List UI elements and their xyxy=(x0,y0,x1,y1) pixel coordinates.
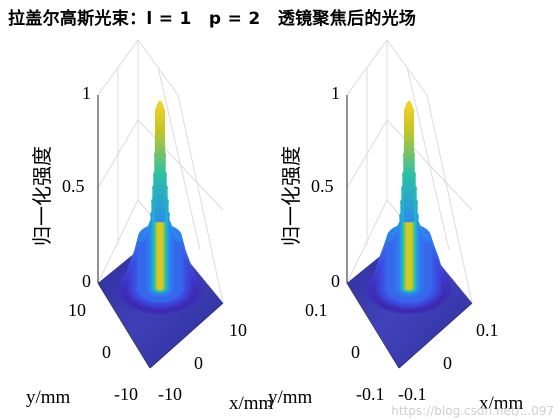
z-label-1: 归一化强度 xyxy=(30,146,54,246)
y-label-2: y/mm xyxy=(268,387,313,408)
z-tick-1-mid: 0.5 xyxy=(62,176,85,196)
surface-central-peak xyxy=(403,103,415,223)
y-tick-2-a: 0.1 xyxy=(305,300,328,320)
watermark-text: https://blog.csdn.net/...097 xyxy=(391,404,554,418)
x-label-2: x/mm xyxy=(479,393,524,414)
surface-mesh-2 xyxy=(366,100,452,315)
y-tick-2-c: -0.1 xyxy=(356,384,385,404)
y-tick-1-a: 10 xyxy=(68,300,86,320)
surface-plot-1: 1 0.5 0 10 0 -10 10 0 -10 归一化强度 y/mm x/m… xyxy=(26,39,274,414)
surface-plot-2: 1 0.5 0 0.1 0 -0.1 0.1 0 -0.1 归一化强度 y/mm… xyxy=(268,39,524,414)
x-tick-1-a: 10 xyxy=(229,320,247,340)
z-tick-1-bot: 0 xyxy=(82,271,91,291)
y-label-1: y/mm xyxy=(26,387,71,408)
page-title: 拉盖尔高斯光束：l = 1 p = 2 透镜聚焦后的光场 xyxy=(8,9,417,29)
surface-mesh-1 xyxy=(117,100,203,315)
x-tick-2-a: 0.1 xyxy=(476,320,499,340)
surface-central-peak xyxy=(154,103,166,223)
z-tick-1-top: 1 xyxy=(82,83,91,103)
x-tick-2-b: 0 xyxy=(443,353,452,373)
z-tick-2-mid: 0.5 xyxy=(311,176,334,196)
y-tick-2-b: 0 xyxy=(351,342,360,362)
z-tick-2-bot: 0 xyxy=(331,271,340,291)
z-tick-2-top: 1 xyxy=(331,83,340,103)
surface-ring-cap xyxy=(158,100,162,103)
y-tick-1-c: -10 xyxy=(114,384,138,404)
x-label-1: x/mm xyxy=(229,393,274,414)
x-tick-2-c: -0.1 xyxy=(398,384,427,404)
x-tick-1-b: 0 xyxy=(194,353,203,373)
x-tick-1-c: -10 xyxy=(158,384,182,404)
surface-ring-cap xyxy=(407,100,411,103)
y-tick-1-b: 0 xyxy=(102,342,111,362)
z-label-2: 归一化强度 xyxy=(279,146,303,246)
